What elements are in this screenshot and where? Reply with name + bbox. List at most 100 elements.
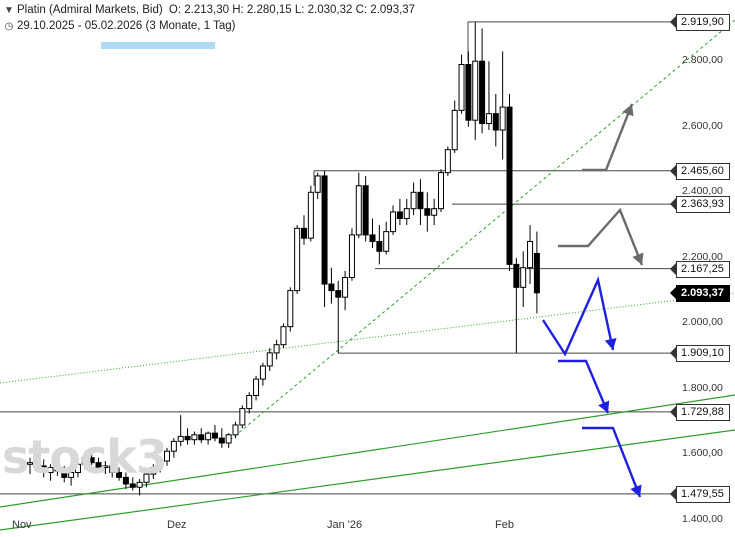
candle-body — [47, 467, 54, 473]
scenario-blue-1-head — [604, 337, 617, 350]
candle-body — [410, 191, 417, 210]
candle-body — [40, 465, 47, 473]
candle-body — [33, 462, 40, 467]
candle-body — [109, 465, 116, 473]
trend-lines — [0, 19, 735, 531]
trend-channel-lower — [0, 429, 735, 531]
candle-body — [328, 283, 335, 292]
candle-body — [287, 290, 294, 328]
candle-body — [266, 352, 273, 367]
candle-body — [102, 465, 109, 469]
scenario-arrow-down — [558, 207, 644, 266]
selection-highlight — [101, 42, 215, 49]
candle-body — [479, 60, 486, 124]
candle-body — [74, 463, 81, 473]
candle-body — [513, 263, 520, 288]
candle-body — [205, 432, 212, 441]
candle-body — [527, 240, 534, 269]
trend-dashed — [229, 19, 735, 441]
scenario-blue-2-head — [598, 400, 610, 413]
candle-body — [417, 191, 424, 210]
trend-channel-upper — [0, 394, 735, 508]
candle-body — [88, 457, 95, 464]
candle-body — [122, 476, 129, 485]
candle-body — [355, 185, 362, 236]
candle-body — [191, 434, 198, 441]
candle-body — [177, 435, 184, 442]
candle-body — [403, 208, 410, 220]
y-tick-label: 2.400,00 — [682, 185, 723, 198]
candle-body — [307, 191, 314, 239]
candle-body — [499, 106, 506, 131]
candle-body — [438, 172, 444, 210]
candle-body — [362, 185, 369, 236]
level-label: 2.465,60 — [670, 162, 730, 180]
scenario-arrow-up-head — [622, 104, 634, 117]
candle-body — [129, 483, 136, 488]
candle-body — [485, 113, 492, 124]
candle-body — [239, 408, 246, 426]
candle-body — [232, 424, 239, 436]
y-tick-label: 2.600,00 — [682, 119, 723, 132]
y-tick-label: 1.600,00 — [682, 447, 723, 460]
date-range: 29.10.2025 - 05.02.2026 (3 Monate, 1 Tag… — [17, 20, 236, 32]
candle-body — [458, 63, 465, 111]
scenario-arrows — [541, 103, 644, 498]
candle-body — [259, 365, 266, 380]
candle-body — [314, 175, 321, 193]
candle-body — [184, 435, 191, 441]
candle-body — [246, 394, 253, 410]
level-label: 1.479,55 — [670, 485, 730, 503]
x-tick-label: Feb — [495, 519, 514, 531]
candle-body — [533, 252, 540, 294]
candle-body — [321, 175, 328, 285]
x-tick-label: Jan '26 — [327, 519, 363, 531]
candle-body — [27, 462, 33, 465]
candle-body — [273, 344, 280, 354]
y-tick-label: 1.800,00 — [682, 381, 723, 394]
horizontal-levels — [0, 21, 672, 495]
candle-body — [335, 290, 342, 298]
level-label: 2.167,25 — [670, 260, 730, 278]
candle-body — [301, 227, 307, 239]
candle-body — [157, 460, 164, 469]
candles — [27, 21, 540, 496]
candle-body — [472, 60, 479, 121]
candle-body — [376, 240, 383, 252]
chart-header: ▼ Platin (Admiral Markets, Bid) O: 2.213,… — [4, 4, 415, 16]
trend-dotted — [0, 292, 735, 384]
candle-body — [170, 440, 177, 452]
chevron-down-icon[interactable]: ▼ — [4, 5, 14, 16]
candle-body — [348, 234, 355, 279]
candle-body — [136, 481, 143, 488]
candle-body — [342, 277, 349, 298]
candle-body — [150, 467, 157, 475]
candle-body — [280, 326, 287, 346]
candle-body — [492, 113, 499, 131]
scenario-blue-2 — [558, 359, 610, 414]
last-price-label: 2.093,37 — [670, 284, 730, 302]
candle-body — [465, 63, 472, 121]
candle-body — [369, 234, 376, 242]
candle-body — [143, 473, 150, 483]
x-tick-label: Nov — [12, 519, 32, 531]
candle-body — [95, 462, 102, 469]
scenario-arrow-down-head — [632, 252, 644, 265]
candle-body — [520, 267, 527, 288]
clock-icon: ◷ — [4, 21, 14, 32]
candle-body — [198, 434, 205, 441]
level-label: 2.919,90 — [670, 13, 730, 31]
candle-body — [294, 227, 301, 292]
candle-body — [211, 432, 218, 439]
candle-body — [451, 109, 458, 151]
y-tick-label: 2.200,00 — [682, 250, 723, 263]
candle-body — [68, 471, 75, 478]
candle-body — [81, 457, 88, 465]
candle-body — [218, 437, 225, 444]
candle-body — [225, 434, 232, 444]
candle-body — [444, 149, 451, 174]
candle-body — [54, 467, 61, 472]
scenario-blue-3-head — [630, 484, 642, 497]
y-tick-label: 1.400,00 — [682, 513, 723, 525]
